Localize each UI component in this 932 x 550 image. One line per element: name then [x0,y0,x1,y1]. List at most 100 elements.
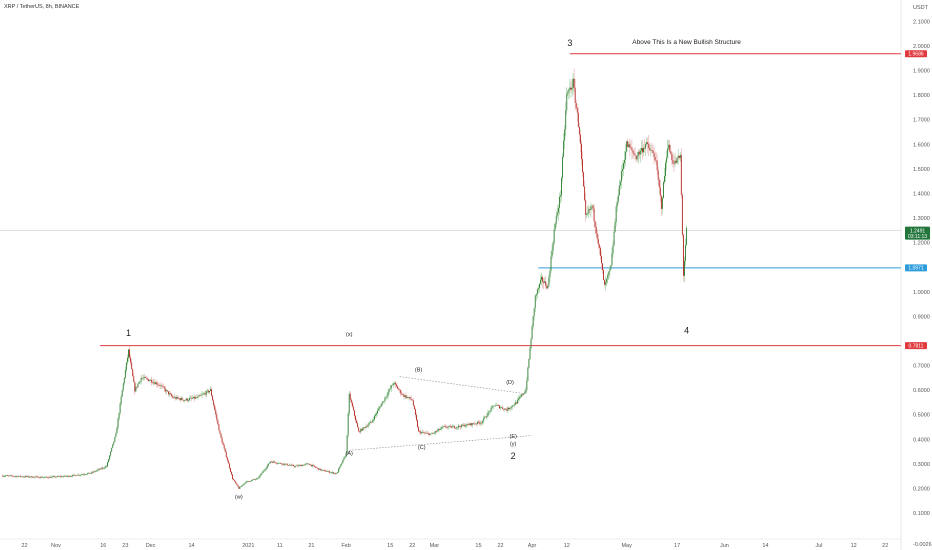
structure-annotation: Above This Is a New Bullish Structure [632,39,741,46]
candle [498,403,499,407]
candle [654,151,656,163]
time-tick-12: Mar [430,543,440,549]
candle [127,354,128,366]
candle [447,425,449,430]
candle [151,376,153,386]
candle [365,423,367,429]
wave-label-4: (B) [415,368,423,374]
time-tick-16: 12 [564,543,570,549]
candle [297,463,299,468]
candle [32,475,34,479]
candle [306,462,308,466]
candle [119,401,121,416]
candle [573,68,575,92]
candle [451,424,453,428]
candle [438,428,440,433]
candle [257,476,259,480]
candle [606,277,608,287]
candle [263,469,265,473]
candle [63,475,65,477]
candle [674,153,676,167]
wave-labels-layer: 1 (x) (w) (A) (B) (C) (D) (E)(y) 2 3 4 Above This I… [126,38,741,500]
candle [316,466,318,469]
candle [132,368,134,377]
candle [341,461,343,466]
candle [418,425,420,433]
candle [83,473,85,476]
candle [82,473,84,477]
candle [557,204,559,221]
candle [269,461,271,464]
candle [614,218,616,233]
level-tag-0: 0.7811 [905,342,927,349]
candle [532,315,534,330]
candle [166,390,168,393]
candle [462,423,464,427]
candle [347,411,349,438]
candle [4,474,5,478]
candle [152,379,154,385]
candle [172,393,174,400]
candle [283,463,285,467]
candle [349,391,351,403]
candle [601,251,602,270]
candle [302,464,304,466]
candle [377,408,379,416]
candle [595,222,597,238]
candle [608,271,610,281]
candle [38,476,40,479]
candle [512,404,514,407]
candle [433,431,435,435]
candle [304,463,306,467]
candle [254,478,256,481]
candle [275,462,277,464]
candle [617,189,619,205]
candle [616,197,618,212]
candle [57,475,59,478]
candle [165,388,167,395]
candle [375,412,376,419]
candle [582,151,583,178]
candle [144,376,146,379]
candle [184,398,186,401]
time-tick-11: 22 [409,543,415,549]
candle [292,463,293,466]
candle [686,225,688,246]
candle [574,78,576,111]
candle [380,404,382,409]
candle [603,267,605,281]
candle [387,388,389,400]
candle [541,272,542,286]
candle [118,412,120,421]
candle [333,471,334,475]
candle [340,464,342,468]
time-tick-4: Dec [146,543,156,549]
candle [61,475,63,478]
time-tick-10: 15 [387,543,393,549]
candle [620,165,622,189]
candle [197,394,199,400]
candle [243,483,245,486]
candle [607,273,609,284]
candle [391,383,393,386]
candle [442,425,444,429]
price-tick-2: 0.3000 [913,462,930,468]
candle [364,426,366,431]
candle [37,476,39,478]
candle [45,476,46,479]
candle [343,456,345,461]
candle [329,471,331,474]
candle [278,462,280,465]
candle [267,463,269,467]
candle [260,473,262,477]
candle [507,405,509,413]
candle [42,477,44,479]
candle [54,475,56,479]
candle [492,405,494,410]
candle [277,461,279,465]
candle [261,471,263,475]
candle [99,467,101,470]
candle [488,409,490,415]
